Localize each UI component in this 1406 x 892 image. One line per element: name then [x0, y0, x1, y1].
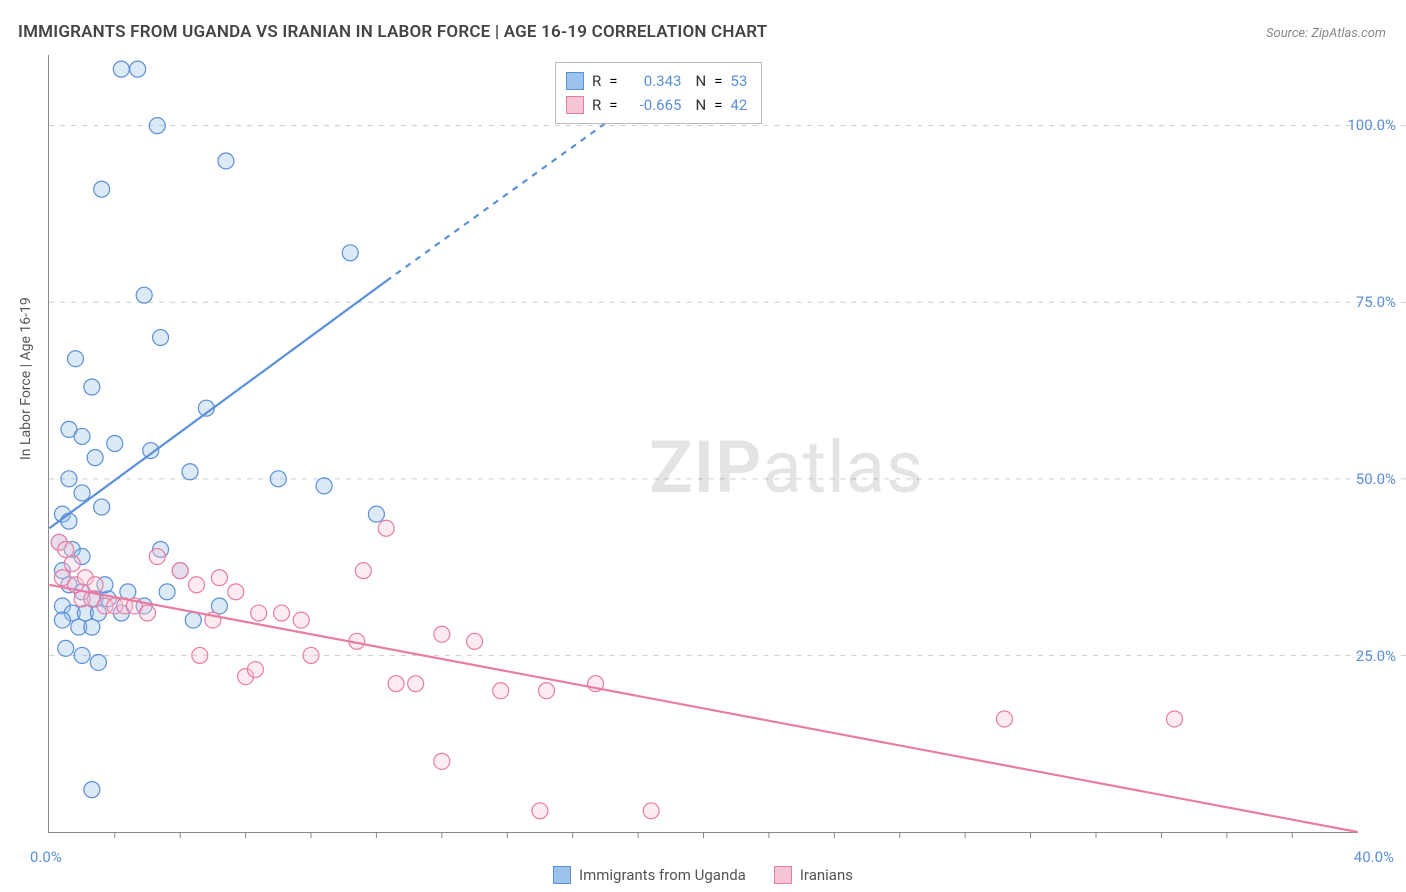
y-tick-50: 50.0% — [1356, 470, 1396, 488]
stats-row-iranian: R = -0.665 N = 42 — [566, 93, 747, 117]
legend-item-uganda: Immigrants from Uganda — [553, 866, 746, 884]
chart-title: IMMIGRANTS FROM UGANDA VS IRANIAN IN LAB… — [18, 22, 767, 42]
eq2: = — [714, 69, 722, 93]
r-value-uganda: 0.343 — [625, 69, 681, 93]
n-value-iranian: 42 — [730, 93, 747, 117]
y-tick-75: 75.0% — [1356, 293, 1396, 311]
r-value-iranian: -0.665 — [625, 93, 681, 117]
eq: = — [609, 69, 617, 93]
y-tick-25: 25.0% — [1356, 647, 1396, 665]
legend-swatch-iranian — [774, 866, 792, 884]
n-value-uganda: 53 — [730, 69, 747, 93]
n-label2: N — [695, 93, 706, 117]
eq3: = — [609, 93, 617, 117]
swatch-uganda — [566, 72, 584, 90]
y-axis-title: In Labor Force | Age 16-19 — [18, 297, 34, 460]
correlation-stats-box: R = 0.343 N = 53 R = -0.665 N = 42 — [555, 62, 762, 124]
x-max-label: 40.0% — [1354, 848, 1394, 866]
legend-label-uganda: Immigrants from Uganda — [579, 866, 746, 884]
source-attribution: Source: ZipAtlas.com — [1266, 26, 1386, 41]
chart-svg — [49, 55, 1358, 832]
r-label: R — [592, 69, 601, 93]
eq4: = — [714, 93, 722, 117]
stats-row-uganda: R = 0.343 N = 53 — [566, 69, 747, 93]
plot-area: ZIPatlas — [48, 55, 1358, 833]
n-label: N — [695, 69, 706, 93]
legend-item-iranian: Iranians — [774, 866, 853, 884]
x-origin-label: 0.0% — [30, 848, 62, 866]
legend-label-iranian: Iranians — [800, 866, 853, 884]
legend-swatch-uganda — [553, 866, 571, 884]
swatch-iranian — [566, 96, 584, 114]
r-label2: R — [592, 93, 601, 117]
legend: Immigrants from Uganda Iranians — [553, 866, 853, 884]
y-tick-100: 100.0% — [1347, 116, 1396, 134]
